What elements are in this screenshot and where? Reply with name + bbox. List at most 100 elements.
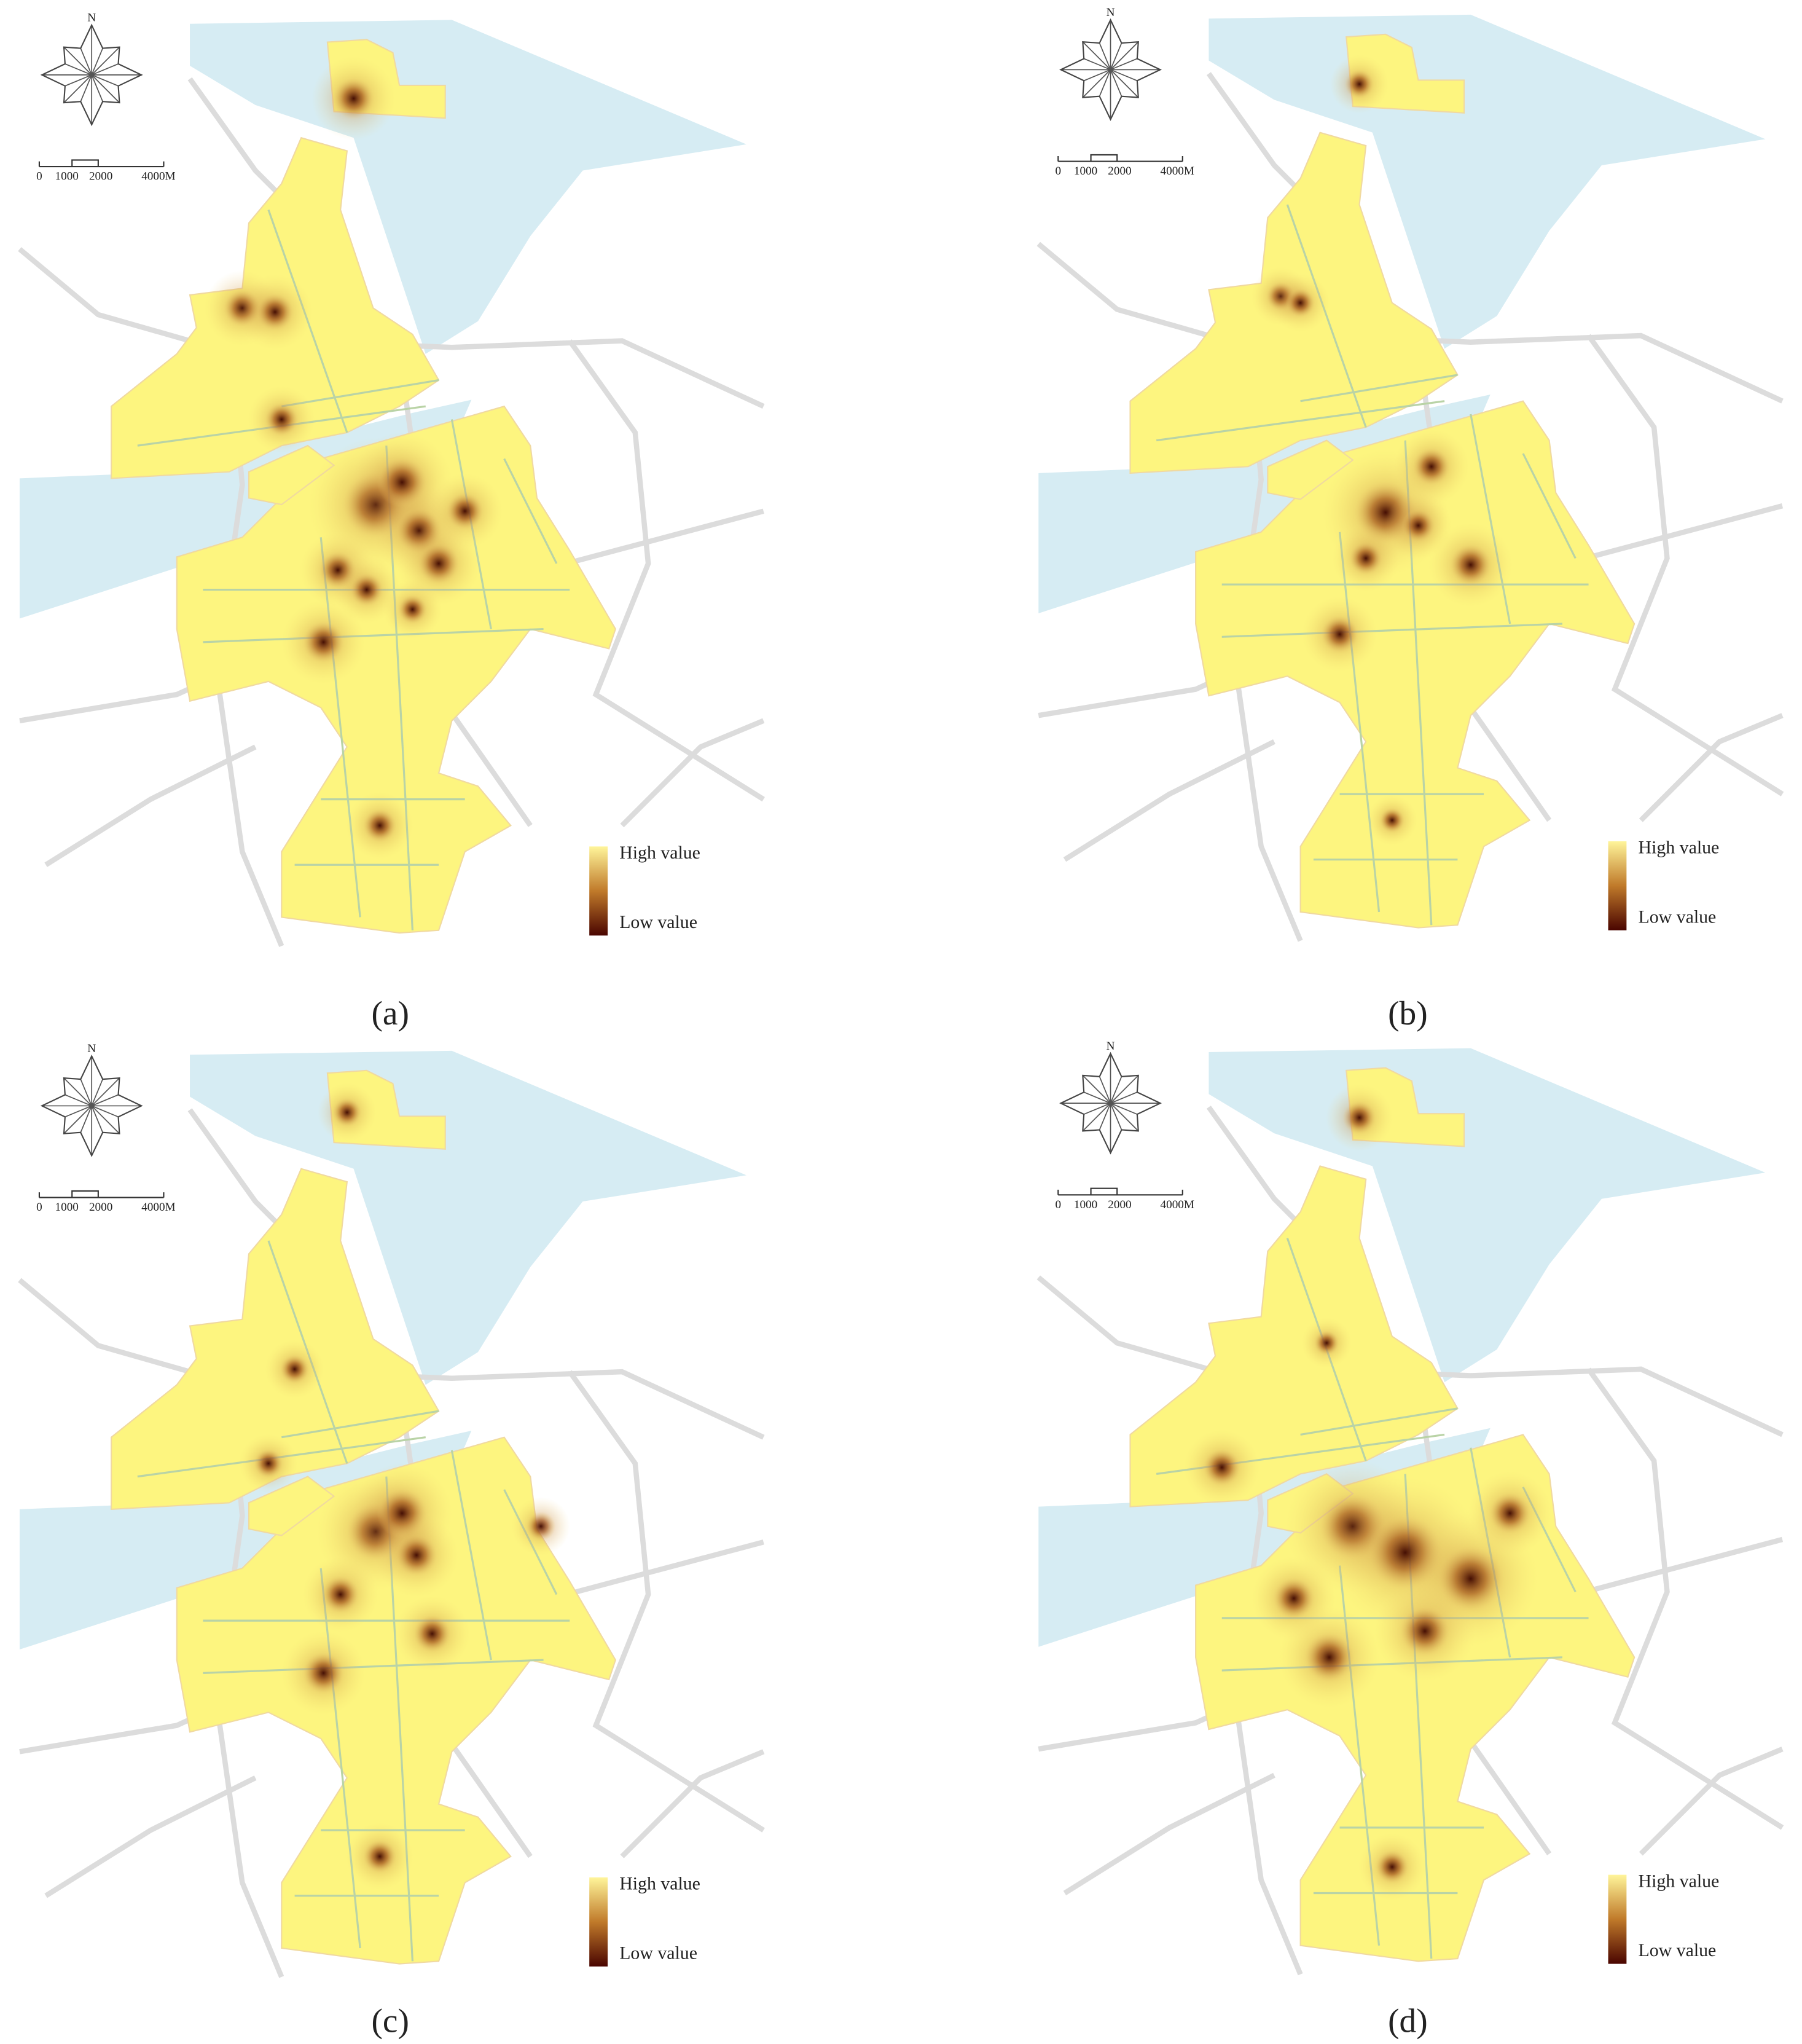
compass-rose xyxy=(1059,1051,1162,1155)
heat-spot xyxy=(398,594,428,624)
legend-low: Low value xyxy=(619,1943,697,1963)
heat-spot xyxy=(302,621,345,663)
scale-label: 4000M xyxy=(1161,165,1194,178)
compass-ray xyxy=(91,1106,103,1133)
heat-spot xyxy=(1489,1492,1531,1535)
street xyxy=(1338,532,1381,913)
scale-label: 2000 xyxy=(89,1201,112,1214)
panel-label: (c) xyxy=(371,2002,409,2039)
legend-low: Low value xyxy=(1639,1940,1717,1960)
compass-ray xyxy=(65,1105,92,1118)
road xyxy=(44,744,257,867)
compass-rose xyxy=(40,23,143,127)
compass-ray xyxy=(1110,69,1122,97)
urban-area xyxy=(176,1436,616,1965)
heat-spot xyxy=(1449,543,1492,586)
compass-ray xyxy=(1110,58,1138,71)
compass-ray xyxy=(91,74,120,103)
compass-ray xyxy=(1110,1075,1139,1104)
scale-label: 0 xyxy=(36,1201,42,1214)
compass-ray xyxy=(80,48,92,76)
heat-spot xyxy=(332,77,375,120)
scale-label: 4000M xyxy=(141,1201,175,1214)
panel-label: (d) xyxy=(1388,2002,1428,2039)
scale-label: 1000 xyxy=(1074,1198,1097,1211)
compass-ray xyxy=(1082,41,1111,70)
legend-high: High value xyxy=(619,1874,700,1894)
street xyxy=(450,1450,492,1661)
compass-ray xyxy=(63,47,92,76)
street xyxy=(203,627,544,643)
compass-ray xyxy=(63,1105,92,1134)
map-panel: N 0 1000 2000 4000M High value Low value xyxy=(1036,1040,1784,1976)
street xyxy=(503,458,558,564)
heat-spot xyxy=(413,1614,452,1653)
street xyxy=(1300,374,1458,403)
scale-label: 1000 xyxy=(1074,165,1097,178)
street xyxy=(203,1659,544,1674)
heat-spot xyxy=(1349,541,1383,575)
scale-bar xyxy=(38,159,165,168)
heat-spot xyxy=(362,808,397,843)
heat-spot xyxy=(321,1575,359,1614)
compass-ray xyxy=(63,1077,92,1107)
heat-spot xyxy=(350,573,384,607)
compass-ray xyxy=(1110,1076,1122,1104)
map-panel: N 0 1000 2000 4000M High value Low value xyxy=(18,12,765,948)
map-panel: N 0 1000 2000 4000M High value Low value xyxy=(1036,6,1784,942)
compass-ray xyxy=(1110,1103,1122,1130)
legend-ramp xyxy=(1608,841,1627,930)
compass-ray xyxy=(1082,1075,1111,1104)
road xyxy=(620,718,765,828)
map-panel: N 0 1000 2000 4000M High value Low value xyxy=(18,1042,765,1978)
legend-high: High value xyxy=(619,843,700,863)
legend-ramp xyxy=(589,846,608,936)
compass-ray xyxy=(65,74,92,87)
urban-area xyxy=(1267,439,1354,500)
panel-label: (b) xyxy=(1388,994,1428,1032)
legend-high: High value xyxy=(1639,837,1720,857)
compass-ray xyxy=(1110,1091,1138,1104)
compass-ray xyxy=(1099,69,1111,97)
heat-spot xyxy=(302,1652,345,1694)
heat-spot xyxy=(280,1354,310,1384)
road xyxy=(1586,334,1784,796)
compass-ray xyxy=(91,74,103,102)
heat-spot xyxy=(1344,69,1374,99)
compass-ray xyxy=(1110,42,1122,70)
compass-ray xyxy=(63,74,92,103)
legend-high: High value xyxy=(1639,1871,1720,1891)
compass-ray xyxy=(1099,42,1111,70)
heat-spot xyxy=(417,542,460,585)
scale-bar xyxy=(1057,1187,1183,1196)
compass-ray xyxy=(1110,1103,1138,1115)
compass-ray xyxy=(1110,1103,1139,1131)
heat-spot xyxy=(526,1511,556,1541)
heat-spot xyxy=(395,1534,437,1576)
compass-ray xyxy=(80,1106,92,1133)
legend-ramp xyxy=(589,1877,608,1967)
compass-ray xyxy=(65,1094,92,1107)
street xyxy=(281,1410,439,1439)
compass-ray xyxy=(1082,69,1111,98)
street xyxy=(1522,453,1577,559)
compass-ray xyxy=(91,1079,103,1106)
compass-ray xyxy=(1083,1103,1111,1115)
scale-bar xyxy=(1057,154,1183,162)
compass-ray xyxy=(1110,41,1139,70)
legend-ramp xyxy=(1608,1874,1627,1964)
heat-spot xyxy=(264,403,299,436)
scale-label: 2000 xyxy=(89,170,112,183)
scale-label: 4000M xyxy=(1161,1198,1194,1211)
compass-ray xyxy=(1083,69,1111,82)
compass-ray xyxy=(91,47,120,76)
road xyxy=(567,339,765,802)
compass-ray xyxy=(1083,58,1111,71)
road xyxy=(620,1749,765,1858)
heat-spot xyxy=(1314,1330,1339,1356)
street xyxy=(1300,1407,1458,1436)
road xyxy=(1639,1747,1784,1856)
compass-ray xyxy=(1110,69,1139,98)
